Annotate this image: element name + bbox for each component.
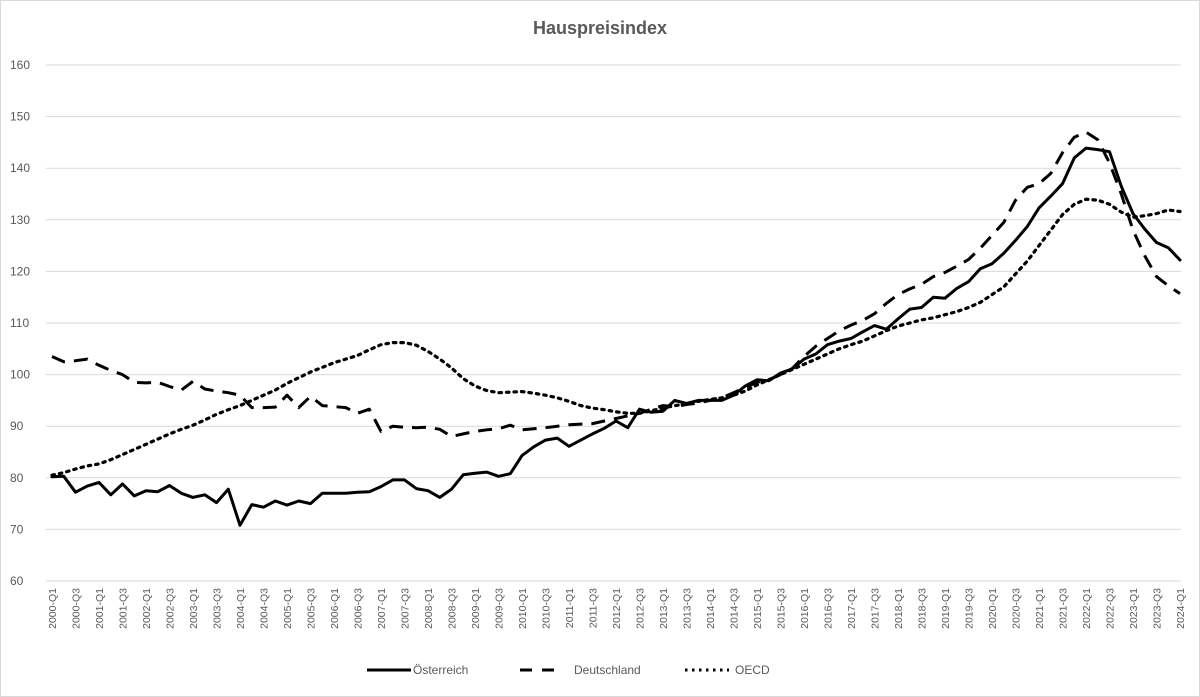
x-tick-label: 2021-Q1	[1034, 588, 1046, 629]
x-tick-label: 2016-Q1	[799, 588, 811, 629]
x-tick-label: 2003-Q3	[212, 588, 224, 629]
dashed-line-icon	[520, 668, 564, 672]
x-tick-label: 2021-Q3	[1058, 588, 1070, 629]
y-tick-label: 80	[10, 471, 24, 485]
x-tick-label: 2023-Q3	[1152, 588, 1164, 629]
x-tick-label: 2017-Q1	[846, 588, 858, 629]
chart-title: Hauspreisindex	[532, 18, 668, 38]
x-tick-label: 2018-Q1	[893, 588, 905, 629]
x-tick-label: 2006-Q1	[329, 588, 341, 629]
x-tick-label: 2008-Q3	[447, 588, 459, 629]
y-axis-ticks: 60 70 80 90 100 110 120 130 140 150 160	[10, 58, 30, 588]
x-tick-label: 2013-Q1	[658, 588, 670, 629]
legend-item-oesterreich[interactable]: Österreich	[367, 660, 468, 680]
x-tick-label: 2004-Q1	[235, 588, 247, 629]
x-tick-label: 2022-Q1	[1081, 588, 1093, 629]
x-tick-label: 2015-Q3	[776, 588, 788, 629]
y-tick-label: 60	[10, 574, 24, 588]
y-tick-label: 70	[10, 522, 24, 536]
y-tick-label: 110	[10, 316, 29, 330]
x-tick-label: 2024-Q1	[1175, 588, 1187, 629]
y-tick-label: 120	[10, 264, 30, 278]
legend-label: OECD	[735, 663, 770, 677]
x-tick-label: 2010-Q1	[517, 588, 529, 629]
x-tick-label: 2004-Q3	[259, 588, 271, 629]
series-lines	[50, 130, 1182, 527]
x-tick-label: 2012-Q3	[635, 588, 647, 629]
legend-item-deutschland[interactable]: Deutschland	[520, 660, 641, 680]
x-tick-label: 2008-Q1	[423, 588, 435, 629]
x-tick-label: 2005-Q1	[282, 588, 294, 629]
gridlines	[46, 64, 1181, 582]
series-line-oecd	[50, 197, 1182, 477]
legend: Österreich Deutschland OECD	[0, 660, 1200, 680]
x-tick-label: 2019-Q1	[940, 588, 952, 629]
x-tick-label: 2023-Q1	[1128, 588, 1140, 629]
x-tick-label: 2019-Q3	[964, 588, 976, 629]
x-tick-label: 2009-Q1	[470, 588, 482, 629]
x-tick-label: 2014-Q1	[705, 588, 717, 629]
legend-label: Österreich	[413, 663, 469, 677]
x-tick-label: 2022-Q3	[1105, 588, 1117, 629]
x-tick-label: 2011-Q1	[564, 588, 576, 628]
x-tick-label: 2020-Q3	[1011, 588, 1023, 629]
x-tick-label: 2011-Q3	[588, 588, 600, 628]
y-tick-label: 140	[10, 161, 30, 175]
series-line-deutschland	[51, 130, 1181, 438]
x-tick-label: 2018-Q3	[917, 588, 929, 629]
x-tick-label: 2015-Q1	[752, 588, 764, 629]
x-tick-label: 2007-Q1	[376, 588, 388, 629]
x-tick-label: 2007-Q3	[400, 588, 412, 629]
x-tick-label: 2013-Q3	[682, 588, 694, 629]
x-tick-label: 2009-Q3	[494, 588, 506, 629]
x-tick-label: 2000-Q3	[71, 588, 83, 629]
x-tick-label: 2000-Q1	[47, 588, 59, 629]
x-tick-label: 2001-Q3	[118, 588, 130, 629]
x-tick-label: 2020-Q1	[987, 588, 999, 629]
x-tick-label: 2010-Q3	[541, 588, 553, 629]
y-tick-label: 90	[10, 419, 24, 433]
x-tick-label: 2014-Q3	[729, 588, 741, 629]
dotted-line-icon	[685, 668, 729, 672]
y-tick-label: 160	[10, 58, 30, 72]
y-tick-label: 150	[10, 110, 30, 124]
x-tick-label: 2017-Q3	[870, 588, 882, 629]
series-line-sterreich	[50, 146, 1182, 527]
x-axis-ticks: 2000-Q1 2000-Q3 2001-Q1 2001-Q3 2002-Q1 2002-…	[47, 588, 1187, 629]
x-tick-label: 2005-Q3	[306, 588, 318, 629]
solid-line-icon	[367, 668, 411, 672]
y-tick-label: 100	[10, 368, 30, 382]
x-tick-label: 2012-Q1	[611, 588, 623, 629]
legend-item-oecd[interactable]: OECD	[685, 660, 770, 680]
x-tick-label: 2006-Q3	[353, 588, 365, 629]
x-tick-label: 2016-Q3	[823, 588, 835, 629]
x-tick-label: 2002-Q1	[141, 588, 153, 629]
x-tick-label: 2002-Q3	[165, 588, 177, 629]
x-tick-label: 2003-Q1	[188, 588, 200, 629]
x-tick-label: 2001-Q1	[94, 588, 106, 629]
legend-label: Deutschland	[574, 663, 641, 677]
y-tick-label: 130	[10, 213, 30, 227]
